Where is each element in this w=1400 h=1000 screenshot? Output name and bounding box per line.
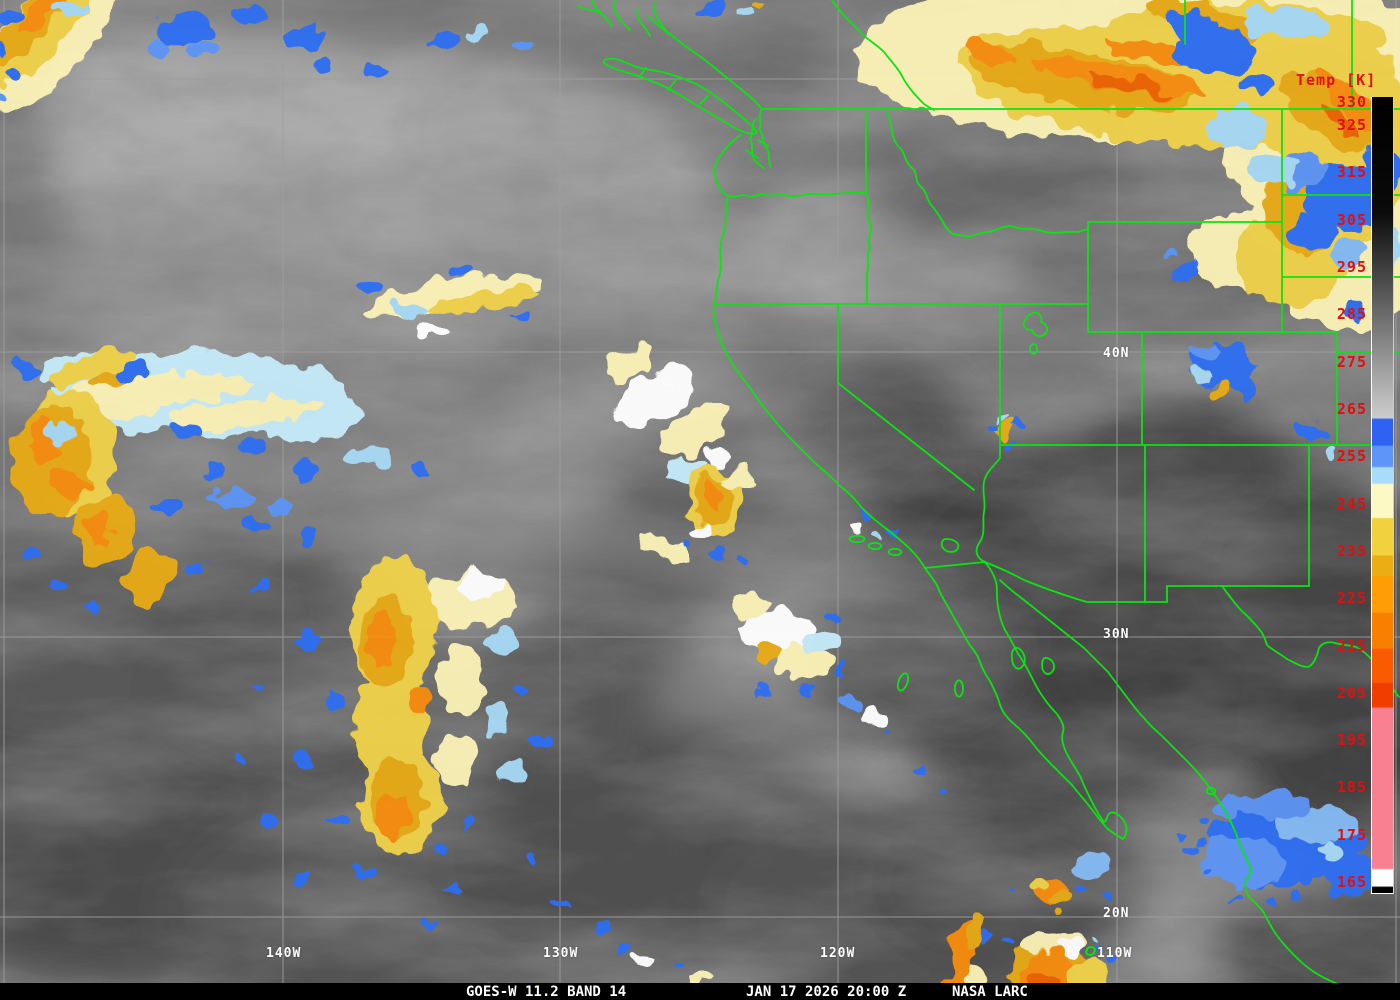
- caption-credit: NASA LARC: [952, 984, 1028, 1000]
- colorbar-title: Temp [K]: [1296, 71, 1377, 89]
- ca-nv-border: [837, 303, 975, 491]
- colorbar-gradient: [1372, 97, 1393, 893]
- lon-label-140w: 140W: [266, 946, 302, 961]
- colorbar-tick: 245: [1336, 495, 1367, 513]
- vancouver-island-coast: [602, 57, 758, 135]
- colorbar-tick: 255: [1336, 447, 1367, 465]
- colorbar-tick: 315: [1336, 163, 1367, 181]
- colorbar-tick: 205: [1336, 684, 1367, 702]
- colorbar-tick: 225: [1336, 589, 1367, 607]
- colorbar-tick: 165: [1336, 873, 1367, 891]
- baja-california-coast: [924, 561, 1128, 840]
- colorbar-tick: 305: [1336, 211, 1367, 229]
- lon-label-120w: 120W: [820, 946, 856, 961]
- lat-label-20n: 20N: [1103, 906, 1130, 921]
- colorbar-tick: 235: [1336, 542, 1367, 560]
- colorbar-tick: 325: [1336, 116, 1367, 134]
- colorbar-tick: 295: [1336, 258, 1367, 276]
- colorbar-tick: 265: [1336, 400, 1367, 418]
- california-coast: [712, 303, 926, 569]
- temperature-colorbar: [1371, 97, 1394, 894]
- bc-coast-fjords: [577, 0, 763, 110]
- caption-bar: GOES-W 11.2 BAND 14 JAN 17 2026 20:00 Z …: [0, 983, 1400, 1000]
- colorbar-tick: 275: [1336, 353, 1367, 371]
- lat-label-30n: 30N: [1103, 627, 1130, 642]
- colorbar-tick: 195: [1336, 731, 1367, 749]
- lon-label-110w: 110W: [1097, 946, 1133, 961]
- id-mt-border: [886, 111, 1089, 238]
- washington-coast: [713, 134, 742, 197]
- geo-borders-layer: [577, 0, 1400, 991]
- bc-alberta-divide: [831, 0, 935, 111]
- puget-sound-inlets: [745, 108, 772, 169]
- lat-label-40n: 40N: [1103, 346, 1130, 361]
- oregon-coast: [713, 195, 729, 305]
- nv-az-colorado-river: [975, 444, 1001, 563]
- caption-datetime: JAN 17 2026 20:00 Z: [746, 984, 907, 1000]
- colorbar-tick: 330: [1336, 93, 1367, 111]
- colorbar-tick: 185: [1336, 778, 1367, 796]
- mexico-mainland-coast: [999, 579, 1363, 991]
- lon-label-130w: 130W: [543, 946, 579, 961]
- lakes-and-small-islands: [848, 311, 1217, 956]
- colorbar-tick: 285: [1336, 305, 1367, 323]
- gulf-islands: [1010, 646, 1055, 675]
- wa-or-border-columbia: [727, 191, 867, 198]
- or-id-border-snake: [865, 192, 873, 305]
- colorbar-tick: 215: [1336, 637, 1367, 655]
- us-mexico-border: [924, 561, 1310, 603]
- colorbar-tick: 175: [1336, 826, 1367, 844]
- caption-product: GOES-W 11.2 BAND 14: [466, 984, 627, 1000]
